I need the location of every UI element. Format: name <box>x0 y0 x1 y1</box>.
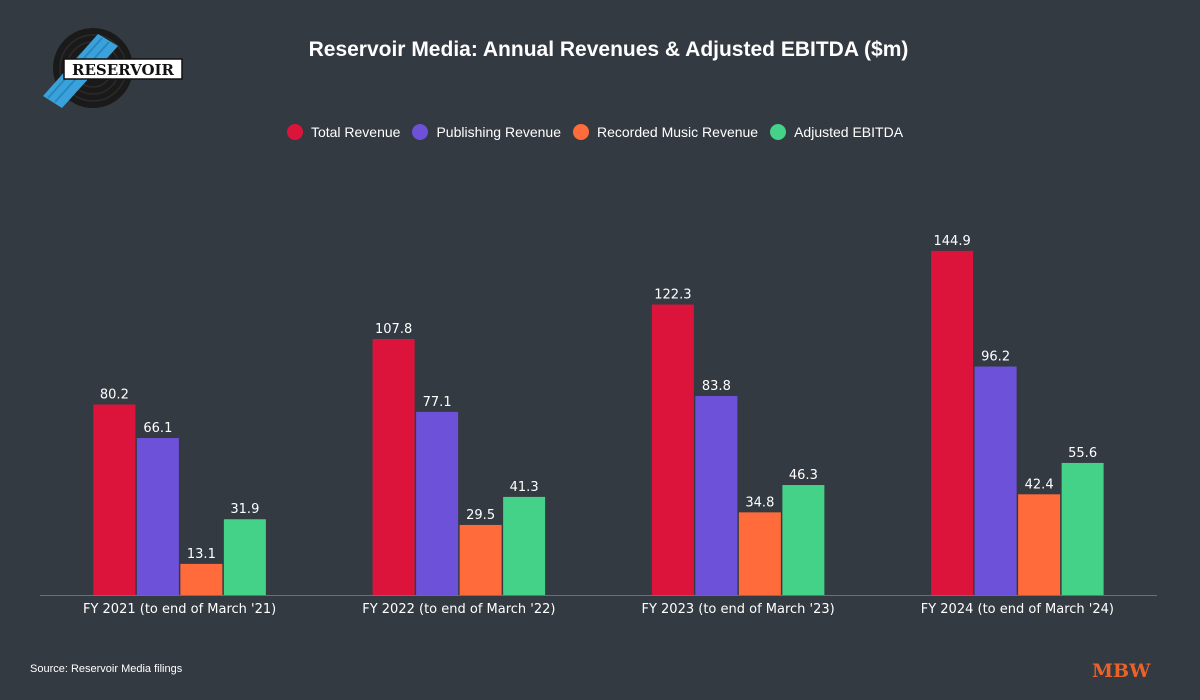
data-label-recorded-music-revenue-2: 29.5 <box>466 508 495 523</box>
bar-recorded-music-revenue-4[interactable] <box>1018 494 1060 595</box>
bar-chart: FY 2021 (to end of March '21) FY 2022 (to… <box>0 0 1200 700</box>
data-label-total-revenue-3: 122.3 <box>654 288 691 303</box>
bar-adjusted-ebitda-4[interactable] <box>1062 463 1104 595</box>
data-label-recorded-music-revenue-4: 42.4 <box>1025 477 1054 492</box>
data-label-adjusted-ebitda-3: 46.3 <box>789 468 818 483</box>
data-label-adjusted-ebitda-1: 31.9 <box>230 502 259 517</box>
data-label-publishing-revenue-1: 66.1 <box>143 421 172 436</box>
x-tick-label: FY 2023 (to end of March '23) <box>641 602 834 617</box>
source-note: Source: Reservoir Media filings <box>30 663 182 675</box>
bar-adjusted-ebitda-1[interactable] <box>224 519 266 595</box>
data-label-total-revenue-4: 144.9 <box>934 234 971 249</box>
bar-adjusted-ebitda-3[interactable] <box>782 485 824 595</box>
data-label-publishing-revenue-4: 96.2 <box>981 350 1010 365</box>
data-label-publishing-revenue-3: 83.8 <box>702 379 731 394</box>
data-label-recorded-music-revenue-3: 34.8 <box>745 495 774 510</box>
bar-total-revenue-4[interactable] <box>931 251 973 595</box>
mbw-logo: MBW <box>1092 658 1152 682</box>
svg-text:MBW: MBW <box>1092 660 1151 682</box>
bar-total-revenue-1[interactable] <box>93 405 135 595</box>
bar-publishing-revenue-3[interactable] <box>695 396 737 595</box>
data-label-recorded-music-revenue-1: 13.1 <box>187 547 216 562</box>
bar-publishing-revenue-4[interactable] <box>975 367 1017 595</box>
bar-recorded-music-revenue-2[interactable] <box>460 525 502 595</box>
bar-adjusted-ebitda-2[interactable] <box>503 497 545 595</box>
bar-recorded-music-revenue-1[interactable] <box>180 564 222 595</box>
bar-publishing-revenue-1[interactable] <box>137 438 179 595</box>
bar-recorded-music-revenue-3[interactable] <box>739 512 781 595</box>
x-tick-label: FY 2024 (to end of March '24) <box>921 602 1114 617</box>
x-tick-label: FY 2022 (to end of March '22) <box>362 602 555 617</box>
data-label-total-revenue-1: 80.2 <box>100 388 129 403</box>
data-label-adjusted-ebitda-2: 41.3 <box>510 480 539 495</box>
bar-total-revenue-3[interactable] <box>652 305 694 595</box>
data-label-adjusted-ebitda-4: 55.6 <box>1068 446 1097 461</box>
data-label-publishing-revenue-2: 77.1 <box>423 395 452 410</box>
bar-total-revenue-2[interactable] <box>373 339 415 595</box>
bar-publishing-revenue-2[interactable] <box>416 412 458 595</box>
data-label-total-revenue-2: 107.8 <box>375 322 412 337</box>
x-tick-label: FY 2021 (to end of March '21) <box>83 602 276 617</box>
